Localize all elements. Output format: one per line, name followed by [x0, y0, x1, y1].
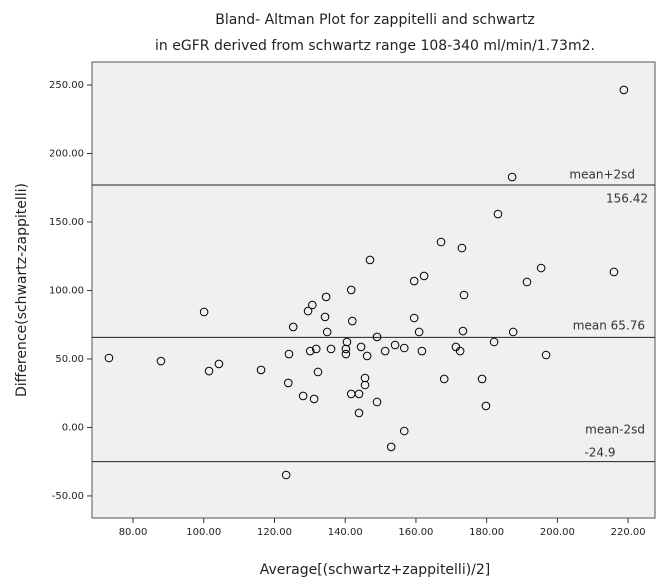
- x-tick-label: 180.00: [469, 527, 504, 538]
- y-tick-label: 50.00: [55, 354, 84, 365]
- y-tick-label: 200.00: [49, 149, 84, 160]
- x-tick-label: 220.00: [611, 527, 646, 538]
- y-axis-label: Difference(schwartz-zappitelli): [14, 183, 30, 397]
- x-tick-label: 140.00: [328, 527, 363, 538]
- x-tick-label: 200.00: [540, 527, 575, 538]
- y-tick-label: 150.00: [49, 217, 84, 228]
- y-tick-label: 0.00: [62, 422, 84, 433]
- chart: Bland- Altman Plot for zappitelli and sc…: [0, 0, 657, 583]
- y-tick-label: -50.00: [52, 491, 84, 502]
- annotation: mean+2sd: [569, 168, 635, 182]
- y-tick-label: 100.00: [49, 285, 84, 296]
- x-tick-label: 120.00: [257, 527, 292, 538]
- annotation: -24.9: [584, 446, 615, 460]
- plot-area: [92, 62, 655, 518]
- annotation: mean 65.76: [573, 319, 645, 333]
- y-tick-label: 250.00: [49, 80, 84, 91]
- chart-subtitle: in eGFR derived from schwartz range 108-…: [155, 38, 595, 54]
- x-axis-label: Average[(schwartz+zappitelli)/2]: [260, 562, 491, 578]
- x-tick-label: 100.00: [186, 527, 221, 538]
- x-tick-label: 160.00: [398, 527, 433, 538]
- chart-title: Bland- Altman Plot for zappitelli and sc…: [215, 12, 534, 28]
- annotation: mean-2sd: [585, 423, 645, 437]
- x-tick-label: 80.00: [119, 527, 148, 538]
- annotation: 156.42: [606, 192, 648, 206]
